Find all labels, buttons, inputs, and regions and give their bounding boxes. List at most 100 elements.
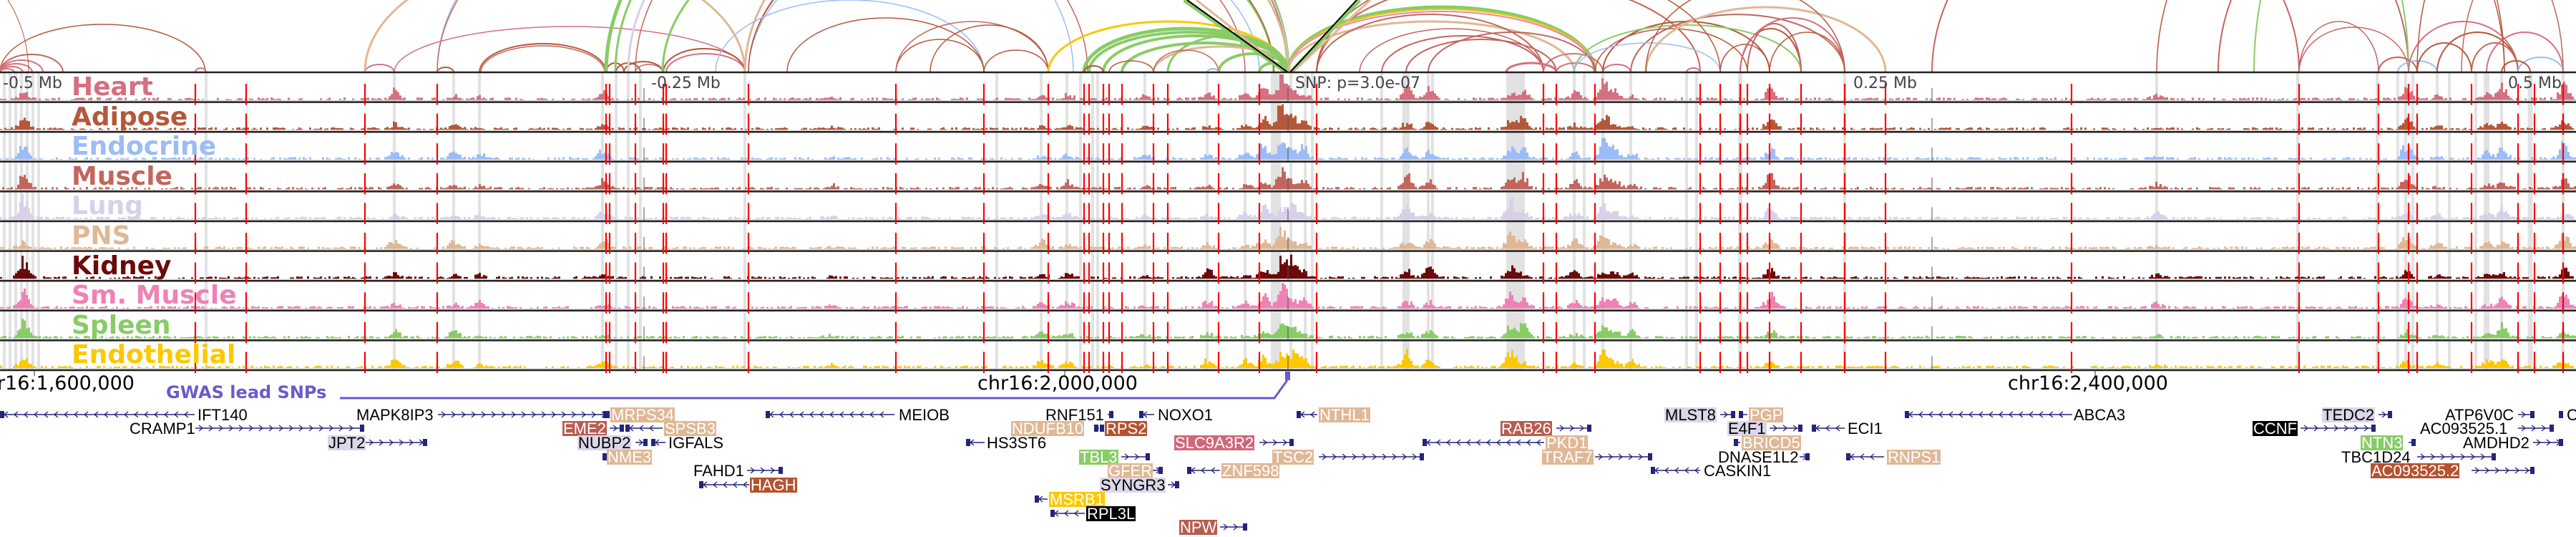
loop-arc <box>1287 20 1576 73</box>
gene-label-eci1[interactable]: ECI1 <box>1848 420 1883 437</box>
gene-label-tbl3[interactable]: TBL3 <box>1079 448 1118 466</box>
gwas-track-label: GWAS lead SNPs <box>166 382 327 402</box>
track-label-heart: Heart <box>72 72 153 102</box>
loop-arc <box>1217 52 1289 73</box>
gene-label-nthl1[interactable]: NTHL1 <box>1319 406 1370 424</box>
gene-label-rpl3l[interactable]: RPL3L <box>1086 505 1136 523</box>
gene-label-igfals[interactable]: IGFALS <box>668 434 724 452</box>
gene-label-noxo1[interactable]: NOXO1 <box>1158 406 1214 424</box>
gene-label-c[interactable]: C <box>2567 406 2576 424</box>
gene-label-gfer[interactable]: GFER <box>1108 462 1153 480</box>
gene-label-ift140[interactable]: IFT140 <box>197 406 248 424</box>
signal-sm-muscle <box>0 283 2576 309</box>
loop-arc <box>665 53 746 73</box>
gene-label-atp6v0c[interactable]: ATP6V0C <box>2445 406 2514 424</box>
track-label-pns: PNS <box>72 221 131 251</box>
gene-label-slc9a3r2[interactable]: SLC9A3R2 <box>1174 434 1255 452</box>
gene-label-pgp[interactable]: PGP <box>1749 406 1784 424</box>
loop-arc <box>1287 9 1596 73</box>
loop-arc <box>364 0 746 73</box>
gene-label-nme3[interactable]: NME3 <box>607 448 653 466</box>
gene-label-eme2[interactable]: EME2 <box>562 420 607 437</box>
signal-endothelial <box>0 349 2574 368</box>
gene-label-dnase1l2[interactable]: DNASE1L2 <box>1718 448 1799 466</box>
gene-label-msrb1[interactable]: MSRB1 <box>1049 490 1105 508</box>
loop-arc <box>1206 68 1219 73</box>
loop-arc <box>195 67 207 73</box>
gene-label-ntn3[interactable]: NTN3 <box>2361 434 2404 452</box>
gene-label-tsc2[interactable]: TSC2 <box>1272 448 1314 466</box>
gene-label-syngr3[interactable]: SYNGR3 <box>1100 476 1166 494</box>
gene-label-ac093525.1[interactable]: AC093525.1 <box>2420 420 2508 437</box>
loop-arc <box>1769 32 1845 73</box>
loop-arc <box>480 45 605 73</box>
loop-arc <box>1645 0 1845 73</box>
gene-label-znf598[interactable]: ZNF598 <box>1221 462 1280 480</box>
signal-muscle <box>2 167 2576 190</box>
gene-label-spsb3[interactable]: SPSB3 <box>664 420 716 437</box>
gwas-lead-snp-marker[interactable] <box>1285 372 1290 380</box>
gene-label-mrps34[interactable]: MRPS34 <box>610 406 675 424</box>
snp-pvalue-label: SNP: p=3.0e-07 <box>1295 74 1420 92</box>
loop-arc <box>2416 0 2505 73</box>
gene-label-mlst8[interactable]: MLST8 <box>1664 406 1717 424</box>
variant-markers <box>194 84 2565 373</box>
gene-label-hagh[interactable]: HAGH <box>750 476 797 494</box>
loop-arc <box>1719 44 1770 73</box>
gene-label-traf7[interactable]: TRAF7 <box>1542 448 1594 466</box>
gene-label-ndufb10[interactable]: NDUFB10 <box>1011 420 1085 437</box>
gene-label-cramp1[interactable]: CRAMP1 <box>130 420 195 437</box>
gene-label-e4f1[interactable]: E4F1 <box>1727 420 1767 437</box>
gene-label-pkd1[interactable]: PKD1 <box>1546 434 1589 452</box>
loop-arc <box>364 64 395 73</box>
loop-arc <box>1108 60 1154 73</box>
gene-label-nubp2[interactable]: NUBP2 <box>577 434 632 452</box>
gene-label-hs3st6[interactable]: HS3ST6 <box>987 434 1047 452</box>
loop-arc <box>1630 14 1845 73</box>
loop-arc <box>1574 42 1721 73</box>
loop-arc <box>394 26 746 73</box>
loop-arc <box>1102 34 1289 73</box>
loop-arc <box>1183 0 1288 73</box>
gene-label-meiob[interactable]: MEIOB <box>899 406 950 424</box>
gene-label-ccnf[interactable]: CCNF <box>2253 420 2298 437</box>
gene-label-rnf151[interactable]: RNF151 <box>1045 406 1104 424</box>
gene-label-jpt2[interactable]: JPT2 <box>328 434 366 452</box>
gene-label-bricd5[interactable]: BRICD5 <box>1742 434 1801 452</box>
loop-arc <box>1381 35 1544 73</box>
loop-arc <box>1289 0 1362 73</box>
loop-arc <box>2517 57 2564 73</box>
offset-label-minus-0.5mb: -0.5 Mb <box>3 74 62 92</box>
gene-label-rnps1[interactable]: RNPS1 <box>1887 448 1941 466</box>
gene-label-tbc1d24[interactable]: TBC1D24 <box>2341 448 2411 466</box>
gene-label-mapk8ip3[interactable]: MAPK8IP3 <box>356 406 434 424</box>
track-label-spleen: Spleen <box>72 310 171 340</box>
gene-label-npw[interactable]: NPW <box>1179 518 1218 536</box>
gene-label-amdhd2[interactable]: AMDHD2 <box>2463 434 2529 452</box>
track-label-muscle: Muscle <box>72 161 172 191</box>
track-label-lung: Lung <box>72 191 143 221</box>
loop-arc <box>2486 32 2564 73</box>
gene-label-fahd1[interactable]: FAHD1 <box>693 462 744 480</box>
gene-label-rab26[interactable]: RAB26 <box>1501 420 1552 437</box>
loop-arc <box>1686 67 1701 73</box>
gene-label-tedc2[interactable]: TEDC2 <box>2322 406 2376 424</box>
loop-arc <box>1166 34 1289 73</box>
loop-arc <box>1289 0 1357 73</box>
loop-arc <box>895 39 985 73</box>
loop-arc <box>436 67 454 73</box>
gene-label-rps2[interactable]: RPS2 <box>1105 420 1148 437</box>
gene-label-abca3[interactable]: ABCA3 <box>2074 406 2126 424</box>
loop-arc <box>0 54 64 73</box>
loop-arc <box>2416 42 2472 73</box>
chromatin-loop-arcs <box>0 0 2564 73</box>
loop-arc <box>2501 60 2531 73</box>
loop-arc <box>1594 28 1748 73</box>
loop-arc <box>1602 64 1631 73</box>
gene-label-caskin1[interactable]: CASKIN1 <box>1704 462 1772 480</box>
loop-arc <box>1747 23 1802 73</box>
offset-label-minus-0.25mb: -0.25 Mb <box>651 74 721 92</box>
gene-label-ac093525.2[interactable]: AC093525.2 <box>2371 462 2460 480</box>
